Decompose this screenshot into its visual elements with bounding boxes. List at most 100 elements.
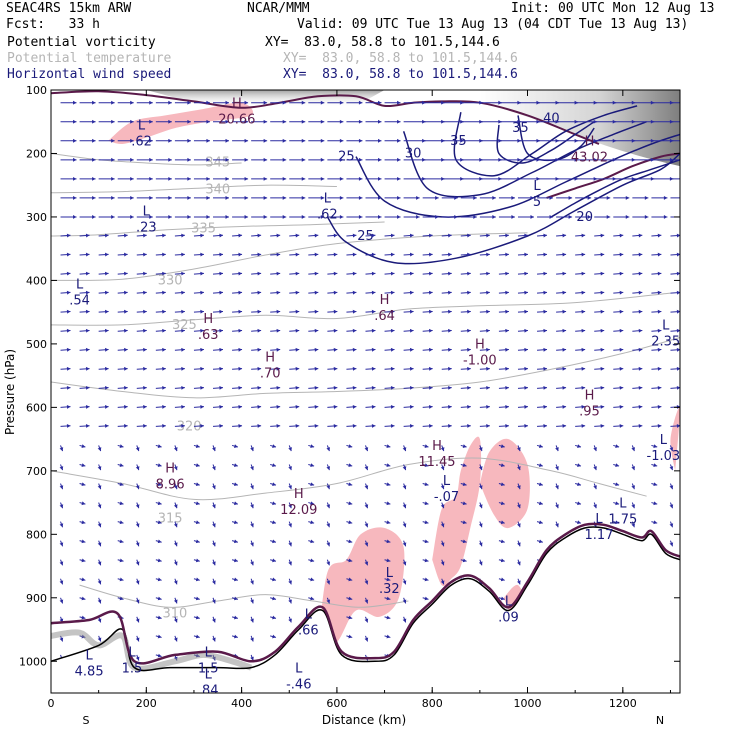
- wind-vector: [135, 559, 140, 566]
- wind-vector: [575, 215, 592, 219]
- wind-vector-head: [212, 485, 216, 490]
- wind-vector: [346, 215, 363, 219]
- wind-vector-head: [85, 385, 90, 390]
- wind-vector: [670, 290, 680, 295]
- wind-vector-head: [448, 385, 452, 390]
- wind-vector: [632, 385, 643, 390]
- wind-vector: [231, 520, 239, 525]
- wind-vector: [327, 233, 338, 238]
- wind-vector-head: [492, 195, 496, 200]
- wind-vector: [403, 233, 414, 238]
- wind-vector-head: [638, 271, 643, 276]
- wind-vector: [135, 540, 140, 547]
- wind-vector: [212, 328, 224, 333]
- wind-vector-head: [577, 444, 581, 448]
- wind-vector-head: [97, 580, 102, 585]
- wind-vector: [346, 119, 363, 124]
- wind-vector-head: [358, 176, 363, 181]
- wind-vector: [537, 233, 548, 238]
- wind-vector-head: [486, 233, 490, 238]
- wind-vector: [365, 424, 376, 428]
- wind-vector-head: [348, 577, 353, 582]
- wind-vector: [346, 252, 357, 257]
- wind-vector: [440, 521, 445, 528]
- wind-vector: [478, 559, 483, 566]
- wind-vector-head: [600, 347, 605, 352]
- wind-vector: [460, 328, 471, 333]
- high-marker: H: [232, 96, 242, 111]
- wind-vector-head: [467, 271, 471, 276]
- wind-vector: [594, 347, 605, 352]
- wind-vector-head: [462, 539, 467, 544]
- wind-vector: [478, 483, 483, 490]
- wind-vector-head: [162, 252, 166, 257]
- wind-vector-head: [111, 215, 115, 219]
- wind-vector-head: [85, 233, 90, 238]
- wind-vector-head: [157, 558, 162, 563]
- wind-vector-head: [200, 309, 204, 314]
- wind-vector-head: [212, 637, 216, 642]
- wind-vector-head: [97, 485, 102, 490]
- wind-vector-head: [543, 347, 548, 352]
- wind-vector: [135, 578, 140, 585]
- wind-vector: [155, 252, 166, 257]
- wind-vector: [251, 138, 268, 143]
- wind-vector-head: [173, 447, 178, 452]
- wind-vector: [174, 290, 185, 295]
- pv-region-4: [670, 406, 680, 471]
- wind-vector-head: [543, 366, 548, 371]
- wind-vector-head: [486, 347, 490, 352]
- wind-vector: [289, 424, 300, 428]
- wind-vector: [136, 138, 153, 143]
- high-marker: H: [585, 134, 595, 149]
- wind-vector-head: [397, 215, 401, 219]
- wind-vector: [79, 424, 90, 428]
- extremum-value: .62: [317, 208, 338, 223]
- wind-vector-head: [195, 463, 200, 467]
- wind-vector-head: [282, 100, 287, 105]
- wind-vector: [403, 424, 414, 428]
- wind-vector: [327, 215, 344, 219]
- wind-vector-head: [517, 542, 521, 547]
- theta-contour-label: 335: [191, 221, 216, 236]
- wind-vector-head: [263, 119, 268, 124]
- wind-vector-head: [676, 385, 680, 390]
- wind-vector: [136, 290, 147, 295]
- wind-vector-head: [173, 485, 178, 490]
- wind-vector: [384, 366, 395, 371]
- wind-vector: [556, 215, 573, 219]
- wind-contour-label: 25: [357, 229, 374, 244]
- wind-vector-head: [301, 176, 306, 181]
- wind-vector: [651, 405, 662, 409]
- wind-vector-head: [517, 466, 521, 471]
- wind-vector: [193, 385, 204, 390]
- wind-vector: [556, 347, 567, 352]
- wind-vector-head: [206, 176, 210, 181]
- wind-vector: [270, 596, 277, 601]
- wind-vector-head: [538, 482, 543, 487]
- wind-vector-head: [358, 138, 363, 143]
- wind-vector: [479, 405, 490, 409]
- wind-vector: [594, 385, 605, 390]
- wind-vector-head: [162, 424, 166, 428]
- wind-vector-head: [81, 615, 86, 620]
- x-tick-label: 1000: [514, 697, 542, 710]
- wind-vector-head: [478, 485, 483, 490]
- wind-vector-head: [371, 328, 376, 333]
- wind-vector: [422, 482, 429, 487]
- wind-vector-head: [295, 347, 300, 352]
- wind-vector-head: [212, 599, 216, 604]
- wind-vector: [498, 501, 505, 506]
- wind-vector: [174, 100, 191, 105]
- wind-vector: [594, 309, 605, 314]
- wind-vector: [631, 483, 636, 490]
- wind-vector-head: [272, 463, 276, 467]
- wind-vector: [98, 215, 115, 219]
- wind-vector-head: [238, 233, 243, 238]
- wind-vector-head: [448, 233, 452, 238]
- wind-vector-head: [390, 405, 395, 409]
- wind-vector: [498, 463, 505, 467]
- wind-vector: [212, 597, 216, 604]
- wind-vector-head: [653, 501, 658, 506]
